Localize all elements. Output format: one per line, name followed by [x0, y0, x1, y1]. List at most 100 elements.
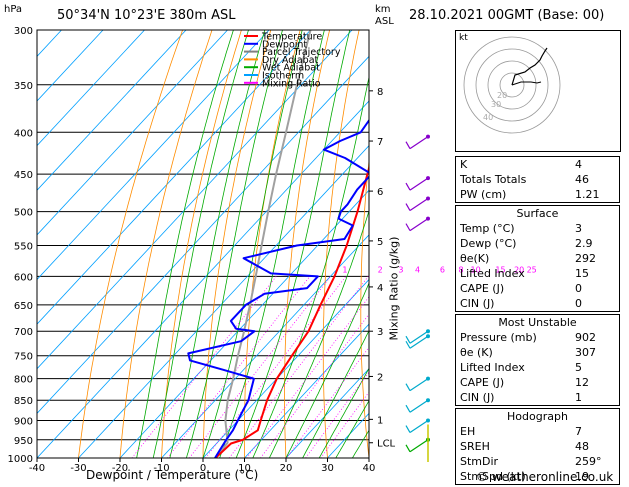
- wind-barb-flag: [406, 204, 410, 211]
- most-unstable-box: Most Unstable Pressure (mb)902 θe (K)307…: [455, 314, 620, 406]
- wind-barb: [410, 336, 428, 348]
- km-tick-label: 4: [377, 283, 383, 294]
- mixing-ratio-label: 1: [342, 265, 347, 274]
- hodo-ring-label: 30: [491, 100, 501, 109]
- pressure-tick-label: 550: [14, 241, 33, 252]
- pressure-tick-label: 500: [14, 208, 33, 219]
- surface-box: Surface Temp (°C)3 Dewp (°C)2.9 θe(K)292…: [455, 205, 620, 312]
- wind-barb-dot: [426, 176, 430, 180]
- wind-barb: [410, 331, 428, 343]
- temperature-tick-label: 40: [363, 463, 376, 474]
- isotherm: [37, 30, 435, 458]
- dry-adiabat: [323, 30, 359, 458]
- pressure-tick-label: 900: [14, 417, 33, 428]
- isotherm: [79, 30, 477, 458]
- pressure-tick-label: 950: [14, 436, 33, 447]
- pressure-tick-label: 800: [14, 375, 33, 386]
- wind-barb: [410, 178, 428, 190]
- km-tick-label: 8: [377, 87, 383, 98]
- mixing-ratio-axis-label: Mixing Ratio (g/kg): [388, 214, 401, 364]
- wind-barb-flag: [406, 405, 410, 412]
- wet-adiabat: [186, 30, 282, 458]
- mixing-ratio-line: [167, 276, 309, 458]
- wind-barb-flag: [406, 445, 410, 452]
- wind-barb: [410, 379, 428, 391]
- copyright-footer: © weatheronline.co.uk: [476, 470, 613, 484]
- pressure-tick-label: 700: [14, 327, 33, 338]
- pressure-tick-label: 600: [14, 272, 33, 283]
- hodo-unit-label: kt: [459, 33, 468, 43]
- mixing-ratio-label: 4: [415, 265, 420, 274]
- wind-barb-dot: [426, 377, 430, 381]
- temperature-tick-label: -40: [29, 463, 45, 474]
- isotherm: [0, 30, 311, 458]
- km-tick-label: 3: [377, 327, 383, 338]
- wind-barb-flag: [406, 426, 410, 433]
- km-tick-label: 7: [377, 137, 383, 148]
- km-tick-label: 1: [377, 415, 383, 426]
- hodograph-title: Hodograph: [456, 409, 619, 424]
- pressure-tick-label: 400: [14, 128, 33, 139]
- pressure-tick-label: 300: [14, 26, 33, 37]
- wind-barb-dot: [426, 419, 430, 423]
- surface-row: Temp (°C)3: [456, 221, 619, 236]
- surface-row: θe(K)292: [456, 251, 619, 266]
- pressure-tick-label: 750: [14, 352, 33, 363]
- pressure-tick-label: 450: [14, 170, 33, 181]
- mixing-ratio-line: [287, 276, 423, 458]
- isotherm: [0, 30, 228, 458]
- hodo-ring-label: 40: [483, 113, 493, 122]
- hodo-ring-label: 20: [497, 91, 507, 100]
- wind-barb: [410, 400, 428, 412]
- most-unstable-title: Most Unstable: [456, 315, 619, 330]
- dry-adiabat: [624, 30, 629, 458]
- wind-barb-dot: [426, 217, 430, 221]
- x-axis-label: Dewpoint / Temperature (°C): [86, 468, 258, 482]
- pw-row: PW (cm)1.21: [456, 187, 619, 202]
- surface-row: CAPE (J)0: [456, 281, 619, 296]
- temperature-tick-label: 20: [280, 463, 293, 474]
- km-tick-label: 5: [377, 237, 383, 248]
- wind-barb-dot: [426, 329, 430, 333]
- mixing-ratio-label: 6: [440, 265, 445, 274]
- wind-barb-dot: [426, 398, 430, 402]
- mu-row: θe (K)307: [456, 345, 619, 360]
- wind-barb-flag: [406, 142, 410, 149]
- wind-barb-dot: [426, 197, 430, 201]
- pressure-tick-label: 350: [14, 81, 33, 92]
- wind-barb: [410, 137, 428, 149]
- wind-barb-flag: [406, 224, 410, 231]
- km-tick-label: 2: [377, 372, 383, 383]
- pressure-tick-label: 850: [14, 396, 33, 407]
- surface-row: CIN (J)0: [456, 296, 619, 311]
- wind-barb: [410, 421, 428, 433]
- dry-adiabat: [361, 30, 389, 458]
- wind-barb: [410, 440, 428, 452]
- dry-adiabat: [432, 30, 452, 458]
- legend-label: Mixing Ratio: [262, 78, 321, 89]
- wind-barb-dot: [426, 135, 430, 139]
- surface-title: Surface: [456, 206, 619, 221]
- mixing-ratio-line: [306, 276, 441, 458]
- mixing-ratio-label: 2: [378, 265, 383, 274]
- temperature-tick-label: 30: [321, 463, 334, 474]
- km-tick-label: LCL: [377, 439, 396, 450]
- wind-barb: [410, 199, 428, 211]
- temperature-tick-label: -30: [70, 463, 86, 474]
- mu-row: CIN (J)1: [456, 390, 619, 405]
- wind-barb: [410, 219, 428, 231]
- pressure-tick-label: 650: [14, 301, 33, 312]
- wind-barb-flag: [406, 183, 410, 190]
- mu-row: Pressure (mb)902: [456, 330, 619, 345]
- wind-barb-dot: [426, 334, 430, 338]
- isotherm: [0, 30, 394, 458]
